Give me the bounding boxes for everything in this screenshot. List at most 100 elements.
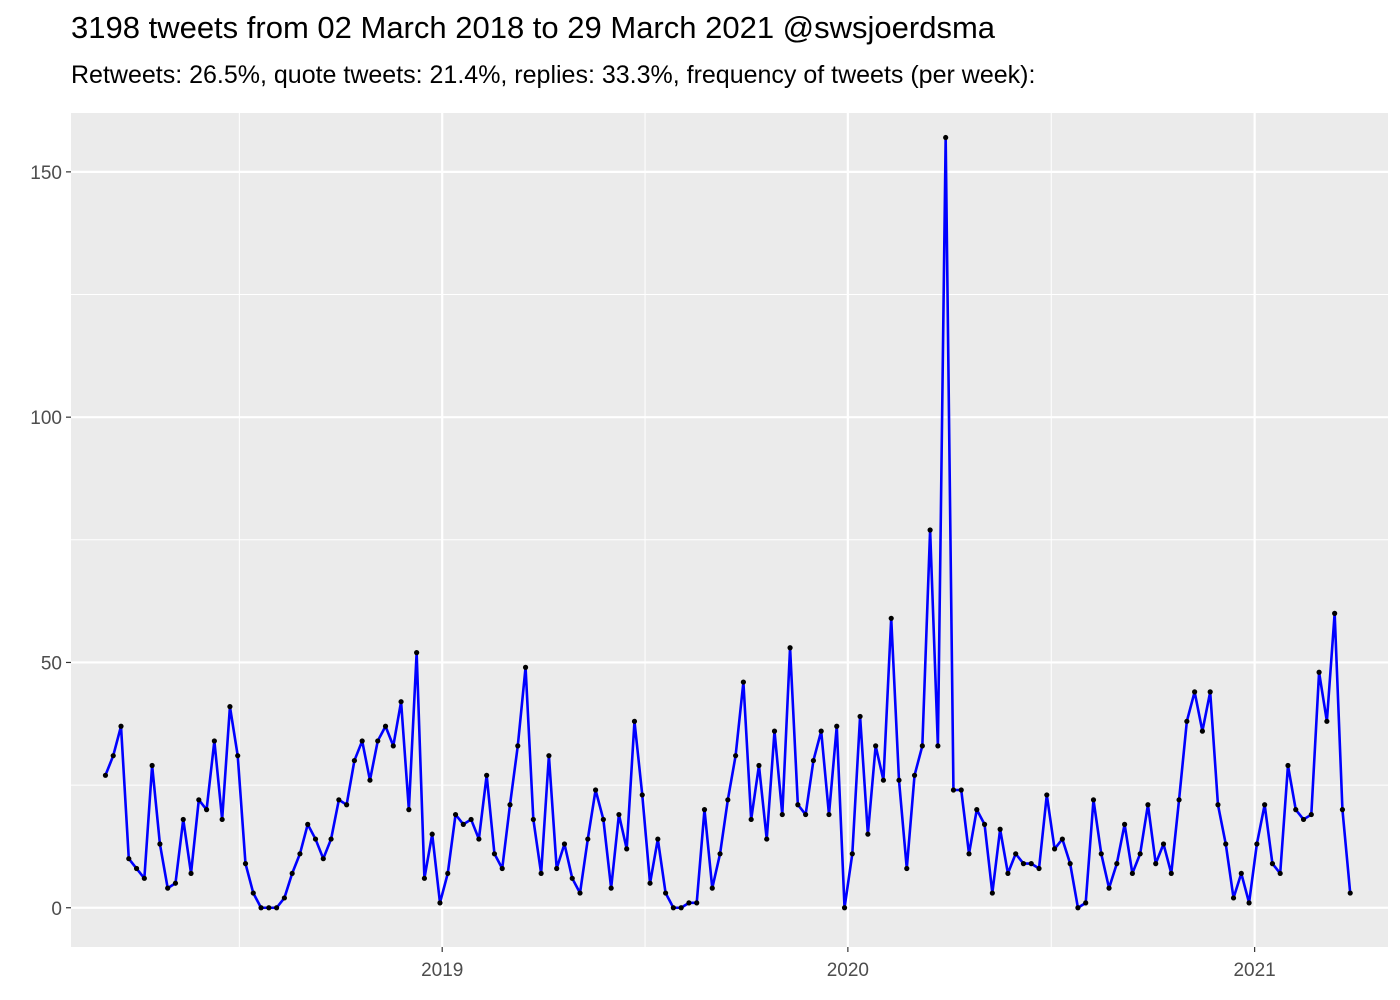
data-point xyxy=(336,797,342,803)
data-point xyxy=(390,743,396,749)
data-point xyxy=(1199,728,1205,734)
data-point xyxy=(919,743,925,749)
data-point xyxy=(165,885,171,891)
x-tick-label: 2020 xyxy=(827,960,869,981)
data-point xyxy=(678,905,684,911)
data-point xyxy=(1067,861,1073,867)
data-point xyxy=(1098,851,1104,857)
data-point xyxy=(1044,792,1050,798)
data-point xyxy=(312,836,319,842)
data-point xyxy=(110,753,116,759)
data-point xyxy=(740,679,746,685)
data-point xyxy=(818,728,824,734)
data-point xyxy=(935,743,941,749)
data-point xyxy=(359,738,365,744)
data-point xyxy=(873,743,879,749)
data-point xyxy=(172,880,179,886)
data-point xyxy=(476,836,482,842)
data-point xyxy=(787,645,793,651)
data-point xyxy=(841,905,848,911)
data-point xyxy=(515,743,521,749)
data-point xyxy=(756,762,762,769)
data-point xyxy=(235,753,241,759)
data-point xyxy=(1339,807,1346,813)
data-point xyxy=(305,821,311,827)
data-point xyxy=(1230,895,1237,901)
data-point xyxy=(1013,851,1019,857)
data-point xyxy=(857,713,863,720)
data-point xyxy=(810,757,817,764)
data-point xyxy=(771,728,778,734)
data-point xyxy=(1293,807,1299,813)
data-point xyxy=(180,816,186,823)
data-point xyxy=(133,865,140,872)
data-point xyxy=(701,807,708,813)
data-point xyxy=(484,772,490,778)
data-point xyxy=(375,738,381,744)
data-point xyxy=(437,900,443,906)
data-point xyxy=(351,757,358,764)
data-point xyxy=(1020,861,1027,867)
data-point xyxy=(126,856,132,862)
data-point xyxy=(1184,718,1190,724)
data-point xyxy=(865,831,871,837)
chart-title: 3198 tweets from 02 March 2018 to 29 Mar… xyxy=(71,10,996,45)
data-point xyxy=(274,905,280,911)
data-point xyxy=(1145,802,1151,808)
data-point xyxy=(943,134,949,141)
data-point xyxy=(1262,802,1268,808)
data-point xyxy=(686,900,692,906)
data-point xyxy=(1316,669,1322,675)
data-point xyxy=(118,723,124,729)
data-point xyxy=(1005,870,1011,877)
data-point xyxy=(227,704,233,710)
data-point xyxy=(639,792,645,798)
data-point xyxy=(1207,689,1213,695)
data-point xyxy=(367,777,373,783)
data-point xyxy=(289,870,295,877)
data-point xyxy=(1269,861,1276,867)
data-point xyxy=(398,699,404,705)
chart-subtitle: Retweets: 26.5%, quote tweets: 21.4%, re… xyxy=(71,61,1036,89)
data-point xyxy=(499,865,505,872)
data-point xyxy=(1192,689,1198,695)
data-point xyxy=(102,772,109,778)
data-point xyxy=(1347,890,1353,896)
data-point xyxy=(958,787,964,793)
data-point xyxy=(491,851,498,857)
data-point xyxy=(258,905,264,911)
data-point xyxy=(725,797,731,803)
y-tick-label: 150 xyxy=(30,163,62,184)
data-point xyxy=(281,895,287,901)
data-point xyxy=(764,836,770,842)
data-point xyxy=(530,816,536,823)
data-point xyxy=(795,802,801,808)
data-point xyxy=(328,836,334,842)
data-point xyxy=(717,851,723,857)
data-point xyxy=(141,875,147,881)
data-point xyxy=(1059,836,1065,842)
data-point xyxy=(507,802,513,808)
x-tick-label: 2021 xyxy=(1233,960,1275,981)
data-point xyxy=(538,870,544,877)
data-point xyxy=(608,885,614,891)
data-point xyxy=(733,753,739,759)
data-point xyxy=(592,787,599,793)
data-point xyxy=(219,816,225,823)
data-point xyxy=(250,890,256,896)
data-point xyxy=(203,807,210,813)
data-point xyxy=(196,797,202,803)
data-point xyxy=(694,900,700,906)
data-point xyxy=(1036,865,1042,872)
data-point xyxy=(1153,861,1159,867)
data-point xyxy=(414,650,420,656)
data-point xyxy=(460,821,466,827)
data-point xyxy=(997,826,1003,832)
data-point xyxy=(1106,885,1112,891)
data-point xyxy=(585,836,591,842)
data-point xyxy=(577,890,583,896)
data-point xyxy=(1285,762,1291,769)
data-point xyxy=(546,753,552,759)
data-point xyxy=(188,870,194,877)
